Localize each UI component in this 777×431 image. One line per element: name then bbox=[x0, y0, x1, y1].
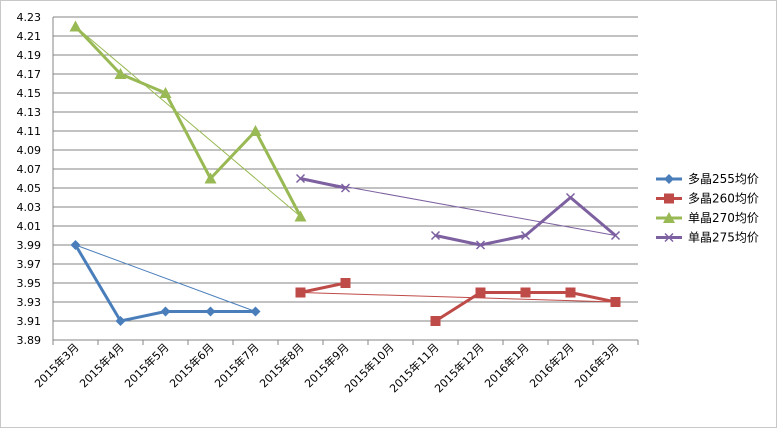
series-2 bbox=[295, 278, 621, 326]
legend-marker bbox=[664, 193, 674, 204]
legend-marker bbox=[664, 232, 674, 243]
marker-stroke bbox=[340, 183, 351, 193]
legend-marker bbox=[663, 212, 675, 223]
data-point bbox=[204, 172, 217, 184]
data-point bbox=[160, 306, 171, 317]
x-tick-label: 2015年3月 bbox=[31, 340, 81, 390]
legend-label: 单晶275均价 bbox=[688, 231, 759, 245]
x-tick-label: 2016年3月 bbox=[571, 340, 621, 390]
marker-stroke bbox=[430, 230, 441, 241]
x-tick-label: 2016年1月 bbox=[481, 340, 531, 390]
legend-label: 多晶255均价 bbox=[688, 172, 759, 186]
trendlines bbox=[75, 26, 616, 312]
y-tick-label: 3.89 bbox=[17, 334, 42, 347]
data-point bbox=[69, 20, 82, 32]
x-tick-label: 2015年7月 bbox=[211, 340, 261, 390]
data-point bbox=[475, 240, 486, 250]
series-1 bbox=[70, 240, 261, 326]
y-tick-label: 4.15 bbox=[17, 87, 42, 100]
data-point bbox=[295, 287, 306, 298]
data-point bbox=[115, 316, 126, 326]
data-point bbox=[430, 230, 441, 241]
data-point bbox=[249, 125, 262, 136]
data-point bbox=[610, 297, 621, 307]
data-point bbox=[340, 183, 351, 193]
y-tick-label: 4.17 bbox=[17, 68, 42, 81]
y-tick-label: 3.95 bbox=[17, 277, 42, 290]
y-tick-label: 4.13 bbox=[17, 106, 42, 119]
series-line bbox=[435, 196, 617, 247]
x-tick-label: 2015年4月 bbox=[76, 340, 126, 390]
x-tick-label: 2016年2月 bbox=[526, 340, 576, 390]
data-point bbox=[610, 230, 621, 241]
y-tick-label: 4.09 bbox=[17, 144, 42, 157]
series-lines bbox=[69, 20, 621, 326]
series-4 bbox=[295, 173, 621, 250]
trendline bbox=[300, 178, 616, 236]
legend-label: 多晶260均价 bbox=[688, 192, 759, 206]
marker-stroke bbox=[295, 173, 306, 184]
legend-label: 单晶270均价 bbox=[688, 211, 759, 225]
data-point bbox=[159, 87, 172, 98]
legend-item: 单晶270均价 bbox=[656, 211, 759, 225]
y-tick-label: 4.07 bbox=[17, 163, 42, 176]
marker-stroke bbox=[475, 240, 486, 250]
data-point bbox=[565, 192, 576, 203]
y-tick-label: 3.97 bbox=[17, 258, 42, 271]
x-tick-label: 2015年5月 bbox=[121, 340, 171, 390]
trendline bbox=[75, 244, 256, 312]
data-point bbox=[70, 240, 81, 250]
series-3 bbox=[69, 20, 307, 222]
marker-stroke bbox=[520, 230, 531, 241]
legend-item: 多晶255均价 bbox=[656, 172, 759, 186]
y-tick-label: 3.99 bbox=[17, 239, 42, 252]
data-point bbox=[205, 306, 216, 317]
data-point bbox=[295, 173, 306, 184]
legend-item: 单晶275均价 bbox=[656, 231, 759, 245]
data-point bbox=[475, 287, 486, 298]
marker-stroke bbox=[610, 230, 621, 241]
y-tick-label: 4.21 bbox=[17, 30, 42, 43]
axes bbox=[52, 17, 639, 345]
x-tick-label: 2015年8月 bbox=[256, 340, 306, 390]
y-tick-label: 4.05 bbox=[17, 182, 42, 195]
series-line bbox=[300, 177, 346, 190]
trendline bbox=[75, 26, 301, 217]
y-axis-ticks: 4.23 4.21 4.19 4.17 4.15 4.13 4.11 4.09 4.07 4.05… bbox=[17, 11, 42, 347]
marker-stroke bbox=[565, 192, 576, 203]
data-point bbox=[250, 306, 261, 317]
series-line bbox=[74, 25, 302, 218]
y-tick-label: 3.91 bbox=[17, 315, 42, 328]
data-point bbox=[565, 287, 576, 298]
legend-item: 多晶260均价 bbox=[656, 192, 759, 206]
data-point bbox=[520, 287, 531, 298]
marker-stroke bbox=[664, 232, 674, 243]
y-tick-label: 4.03 bbox=[17, 201, 42, 214]
data-point bbox=[340, 278, 351, 288]
y-tick-label: 4.19 bbox=[17, 49, 42, 62]
data-point bbox=[430, 316, 441, 326]
legend-marker bbox=[664, 174, 674, 184]
y-tick-label: 4.23 bbox=[17, 11, 42, 24]
series-line bbox=[300, 281, 346, 294]
y-tick-label: 3.93 bbox=[17, 296, 42, 309]
x-axis-ticks: 2015年3月2015年4月2015年5月2015年6月2015年7月2015年… bbox=[31, 340, 621, 395]
x-tick-label: 2015年6月 bbox=[166, 340, 216, 390]
data-point bbox=[114, 68, 127, 79]
data-point bbox=[520, 230, 531, 241]
y-tick-label: 4.11 bbox=[17, 125, 42, 138]
data-point bbox=[294, 210, 307, 222]
trendline bbox=[300, 292, 616, 303]
y-tick-label: 4.01 bbox=[17, 220, 42, 233]
